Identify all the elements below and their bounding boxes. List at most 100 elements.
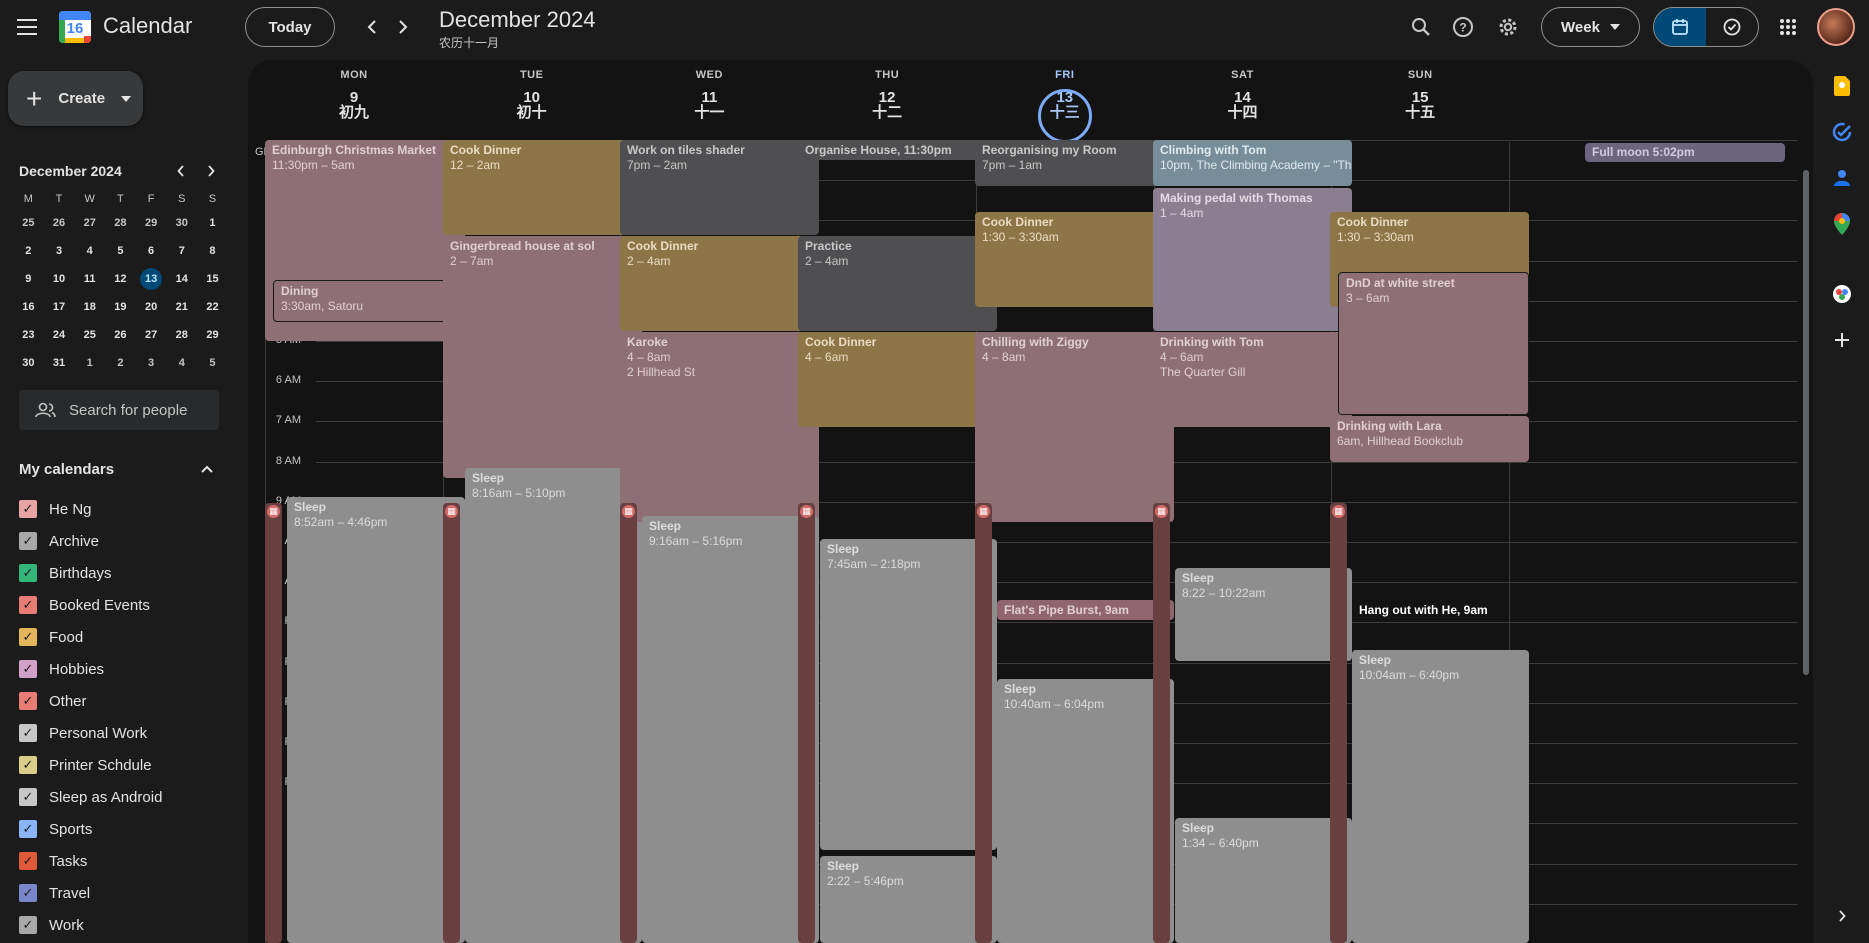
event-fri-4[interactable]: Flat's Pipe Burst, 9am — [997, 600, 1174, 620]
mini-calendar-day[interactable]: 4 — [86, 245, 93, 257]
mini-calendar-day[interactable]: 28 — [114, 217, 127, 229]
mini-calendar-day[interactable]: 13 — [136, 267, 167, 291]
keep-button[interactable] — [1830, 74, 1854, 98]
event-wed-1[interactable]: Work on tiles shader 7pm – 2am — [620, 140, 819, 235]
mini-calendar-day[interactable]: 14 — [175, 273, 188, 285]
mini-calendar-day[interactable]: 25 — [83, 329, 96, 341]
my-calendars-title[interactable]: My calendars — [19, 461, 115, 478]
event-fri-3[interactable]: Chilling with Ziggy 4 – 8am — [975, 332, 1174, 522]
event-sat-4[interactable]: Sleep 8:22 – 10:22am — [1175, 568, 1352, 661]
calendar-item[interactable]: ✓ Booked Events — [19, 589, 162, 621]
calendar-checkbox[interactable]: ✓ — [19, 564, 37, 582]
event-thu-5[interactable]: Sleep 2:22 – 5:46pm — [820, 856, 997, 943]
mini-calendar-day[interactable]: 6 — [148, 245, 155, 257]
calendar-checkbox[interactable]: ✓ — [19, 916, 37, 934]
event-thu-1[interactable]: Organise House, 11:30pm — [798, 140, 997, 160]
event-thu-allday-bar[interactable]: ▦ — [798, 503, 815, 943]
tasks-button[interactable] — [1830, 120, 1854, 144]
calendar-item[interactable]: ✓ Sleep as Android — [19, 781, 162, 813]
day-header-fri[interactable]: FRI 13 十三 — [959, 69, 1171, 143]
calendar-item[interactable]: ✓ Work — [19, 909, 162, 941]
week-scrollbar[interactable] — [1803, 170, 1809, 675]
mini-calendar-day[interactable]: 23 — [22, 329, 35, 341]
mini-calendar-day[interactable]: 29 — [144, 217, 158, 229]
mini-calendar-day[interactable]: 1 — [209, 217, 216, 229]
mini-calendar-day[interactable]: 27 — [83, 217, 96, 229]
previous-week-button[interactable] — [357, 12, 387, 42]
event-wed-3[interactable]: Karoke 4 – 8am 2 Hillhead St — [620, 332, 819, 522]
mini-calendar-day[interactable]: 30 — [175, 217, 188, 229]
event-fri-allday-bar[interactable]: ▦ — [975, 503, 992, 943]
google-apps-button[interactable] — [1771, 10, 1805, 44]
mini-calendar-day[interactable]: 27 — [144, 329, 158, 341]
calendar-checkbox[interactable]: ✓ — [19, 500, 37, 518]
mini-calendar-day[interactable]: 8 — [209, 245, 216, 257]
mini-calendar-day[interactable]: 3 — [148, 357, 155, 369]
calendar-item[interactable]: ✓ Printer Schdule — [19, 749, 162, 781]
day-header-sun[interactable]: SUN 15 十五 — [1314, 69, 1526, 121]
event-wed-allday-bar[interactable]: ▦ — [620, 503, 637, 943]
event-fri-5[interactable]: Sleep 10:40am – 6:04pm — [997, 679, 1174, 943]
event-mon-2[interactable]: Dining 3:30am, Satoru — [273, 280, 465, 322]
event-thu-3[interactable]: Cook Dinner 4 – 6am — [798, 332, 997, 427]
event-tue-allday-bar[interactable]: ▦ — [443, 503, 460, 943]
event-fri-1[interactable]: Reorganising my Room 7pm – 1am — [975, 140, 1174, 186]
mini-calendar-day[interactable]: 22 — [206, 301, 219, 313]
mini-calendar-day[interactable]: 24 — [52, 329, 66, 341]
hide-side-panel-button[interactable] — [1830, 904, 1854, 928]
search-people-input[interactable]: Search for people — [19, 390, 219, 430]
calendar-checkbox[interactable]: ✓ — [19, 532, 37, 550]
mini-calendar-day[interactable]: 12 — [114, 273, 127, 285]
mini-calendar-day[interactable]: 18 — [83, 301, 96, 313]
calendar-checkbox[interactable]: ✓ — [19, 884, 37, 902]
today-button[interactable]: Today — [245, 7, 335, 47]
my-calendars-collapse-button[interactable] — [196, 458, 218, 480]
event-wed-4[interactable]: Sleep 9:16am – 5:16pm — [642, 516, 819, 943]
mini-calendar-day[interactable]: 17 — [52, 301, 66, 313]
day-header-thu[interactable]: THU 12 十二 — [781, 69, 993, 121]
day-header-mon[interactable]: MON 9 初九 — [248, 69, 460, 121]
mini-calendar-day[interactable]: 15 — [206, 273, 219, 285]
mini-calendar-day[interactable]: 25 — [22, 217, 35, 229]
calendar-item[interactable]: ✓ Sports — [19, 813, 162, 845]
maps-button[interactable] — [1830, 212, 1854, 236]
event-fri-2[interactable]: Cook Dinner 1:30 – 3:30am — [975, 212, 1174, 307]
calendar-item[interactable]: ✓ He Ng — [19, 493, 162, 525]
calendar-item[interactable]: ✓ Tasks — [19, 845, 162, 877]
next-week-button[interactable] — [388, 12, 418, 42]
main-menu-button[interactable] — [10, 8, 44, 46]
day-header-sat[interactable]: SAT 14 十四 — [1137, 69, 1349, 121]
day-header-wed[interactable]: WED 11 十一 — [603, 69, 815, 121]
create-button[interactable]: + Create — [8, 71, 143, 126]
addon-button[interactable] — [1830, 282, 1854, 306]
calendar-checkbox[interactable]: ✓ — [19, 628, 37, 646]
event-wed-2[interactable]: Cook Dinner 2 – 4am — [620, 236, 819, 331]
calendar-checkbox[interactable]: ✓ — [19, 660, 37, 678]
mini-calendar-day[interactable]: 21 — [175, 301, 188, 313]
event-tue-1[interactable]: Cook Dinner 12 – 2am — [443, 140, 642, 235]
calendar-item[interactable]: ✓ Other — [19, 685, 162, 717]
mini-calendar-day[interactable]: 5 — [117, 245, 124, 257]
calendar-item[interactable]: ✓ Hobbies — [19, 653, 162, 685]
mini-calendar-day[interactable]: 3 — [55, 245, 63, 257]
get-addons-button[interactable] — [1830, 328, 1854, 352]
calendar-checkbox[interactable]: ✓ — [19, 756, 37, 774]
mini-calendar-day[interactable]: 2 — [25, 245, 32, 257]
mini-calendar-prev-button[interactable] — [170, 160, 192, 182]
mini-calendar-day[interactable]: 30 — [22, 357, 35, 369]
mini-calendar-next-button[interactable] — [200, 160, 222, 182]
calendar-item[interactable]: ✓ Birthdays — [19, 557, 162, 589]
calendar-item[interactable]: ✓ Travel — [19, 877, 162, 909]
help-button[interactable]: ? — [1446, 10, 1480, 44]
calendar-checkbox[interactable]: ✓ — [19, 596, 37, 614]
day-header-tue[interactable]: TUE 10 初十 — [426, 69, 638, 121]
mini-calendar-day[interactable]: 7 — [178, 245, 185, 257]
mini-calendar-day[interactable]: 20 — [144, 301, 158, 313]
event-sun-2[interactable]: DnD at white street 3 – 6am — [1338, 272, 1529, 415]
calendar-checkbox[interactable]: ✓ — [19, 788, 37, 806]
mini-calendar-today[interactable]: 13 — [140, 268, 163, 290]
event-tue-2[interactable]: Gingerbread house at sol 2 – 7am — [443, 236, 642, 478]
mini-calendar-day[interactable]: 5 — [209, 357, 216, 369]
mini-calendar-day[interactable]: 11 — [83, 273, 96, 285]
event-thu-4[interactable]: Sleep 7:45am – 2:18pm — [820, 539, 997, 850]
